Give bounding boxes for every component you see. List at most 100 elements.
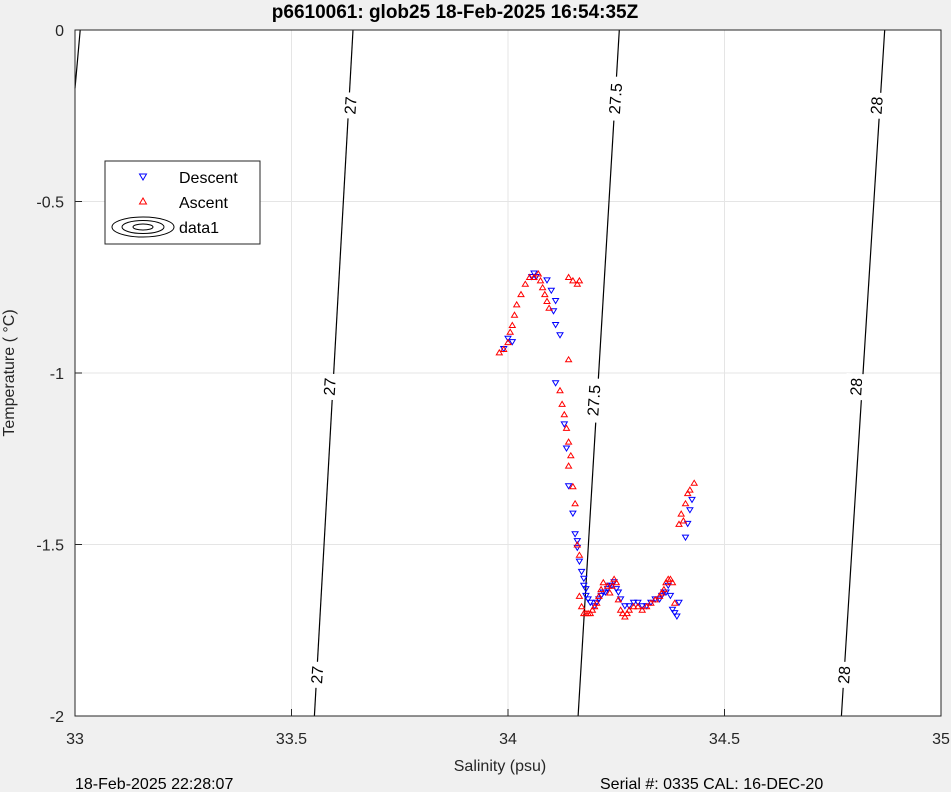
x-axis-ticks: 33 33.5 34 34.5 35 [66,709,950,748]
ascent-point [562,424,571,431]
descent-point [584,596,592,603]
descent-point [601,589,610,596]
ascent-point [677,510,686,517]
ascent-point [590,602,599,610]
ascent-point [666,575,675,582]
density-contour-line [840,29,886,717]
legend-data1-label: data1 [179,220,219,237]
ascent-point [573,541,582,548]
density-contour-line [577,29,620,717]
x-tick-label: 34 [499,731,517,748]
y-axis-label: Temperature ( °C) [1,309,18,436]
density-contour-labels: 27 27.5 28 27 27.5 28 27 28 [305,75,887,689]
ascent-point [618,609,627,617]
ascent-point [623,609,631,617]
y-tick-label: -1.5 [36,538,64,555]
ascent-point [608,582,616,589]
ascent-point [614,595,623,603]
ascent-point [679,517,688,524]
y-axis-ticks: 0 -0.5 -1 -1.5 -2 [36,23,82,726]
descent-point [683,520,692,528]
descent-point [549,308,558,315]
ascent-point [510,311,519,318]
ascent-point [536,276,545,284]
contour-label-text: 27.5 [607,82,626,114]
descent-point [547,287,556,295]
ascent-point [616,606,625,613]
density-contours [74,29,886,717]
y-tick-label: -1 [50,366,64,383]
ascent-point [538,283,547,291]
contour-label: 27 [339,91,361,120]
ascent-point [569,482,577,490]
descent-point [579,575,588,583]
descent-point [610,579,618,586]
contour-label-bg [318,373,341,401]
ascent-point [690,479,699,486]
legend-descent-label: Descent [179,170,238,187]
ascent-point [610,575,618,582]
ascent-point [571,499,579,507]
ascent-point [512,300,521,308]
ascent-point [592,599,601,606]
ascent-point [603,582,612,589]
chart-title: p6610061: glob25 18-Feb-2025 16:54:35Z [272,2,639,23]
descent-point [551,380,560,387]
ascent-point [625,606,634,613]
ascent-point [560,410,569,418]
ascent-point [569,276,577,284]
ascent-point [530,273,538,280]
descent-point [577,568,586,576]
contour-label-text: 28 [836,665,854,684]
legend-box [104,160,261,245]
ascent-point [564,355,573,363]
descent-point [527,274,536,281]
descent-point [657,592,666,600]
descent-point [666,592,675,600]
contour-label: 27 [305,661,328,689]
ascent-point [508,321,517,328]
descent-point [556,332,564,339]
ascent-point [651,595,660,603]
descent-point [681,534,690,542]
ascent-point [675,520,683,527]
ascent-point [586,609,595,617]
ascent-point [545,304,553,311]
ascent-point [575,551,584,558]
contour-label-bg [603,75,627,122]
ascent-point [564,438,573,445]
ascent-point [556,386,564,394]
descent-point [560,421,569,428]
descent-point [569,510,577,518]
contour-label: 27 [318,373,341,401]
ascent-point [668,578,677,586]
descent-point [582,592,590,600]
ascent-point [621,613,629,620]
descent-point [597,592,605,600]
descent-point [595,596,603,603]
descent-point [571,531,579,538]
ascent-point [681,499,690,507]
descent-point [582,586,590,593]
data-points [495,270,699,620]
ascent-point [642,602,651,610]
ascent-point [558,400,566,407]
legend-descent-marker [138,173,148,181]
ascent-point [655,592,664,599]
footer-serial-cal: Serial #: 0335 CAL: 16-DEC-20 [600,776,823,792]
descent-point [551,298,560,305]
footer-timestamp: 18-Feb-2025 22:28:07 [75,776,233,792]
ascent-point [660,585,668,593]
ascent-point [686,486,694,493]
ascent-point [495,348,504,356]
y-tick-label: -0.5 [36,195,64,212]
descent-point [603,586,612,593]
y-tick-label: -2 [50,709,64,726]
contour-label: 28 [844,373,867,401]
ascent-point [566,451,575,459]
descent-point [688,496,696,504]
legend: Descent Ascent data1 [104,160,261,245]
descent-point [638,603,647,610]
descent-point [616,596,625,603]
